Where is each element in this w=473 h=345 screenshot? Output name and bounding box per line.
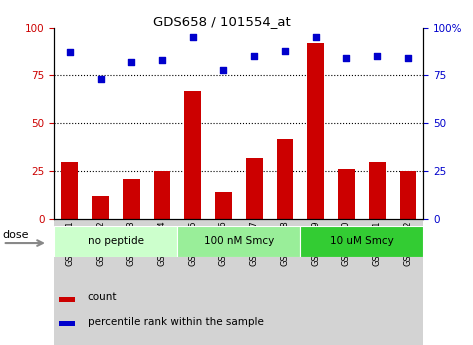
Bar	[61, 161, 78, 219]
Bar	[60, 297, 75, 302]
Point	[128, 59, 135, 65]
Bar	[92, 196, 109, 219]
Point	[158, 57, 166, 63]
Point	[312, 34, 320, 40]
Bar	[215, 192, 232, 219]
Text: percentile rank within the sample: percentile rank within the sample	[88, 317, 263, 326]
Point	[404, 56, 412, 61]
Point	[219, 67, 227, 72]
Point	[66, 50, 74, 55]
Text: dose: dose	[3, 230, 29, 240]
Text: 100 nM Smcy: 100 nM Smcy	[204, 237, 274, 246]
Point	[374, 53, 381, 59]
Bar	[277, 139, 293, 219]
Bar	[123, 179, 140, 219]
Text: no peptide: no peptide	[88, 237, 144, 246]
Bar	[154, 171, 170, 219]
Bar	[184, 91, 201, 219]
Bar	[307, 43, 324, 219]
Point	[96, 77, 104, 82]
Point	[342, 56, 350, 61]
Bar	[400, 171, 416, 219]
Bar	[246, 158, 263, 219]
Bar	[300, 226, 423, 257]
Bar	[338, 169, 355, 219]
Point	[281, 48, 289, 53]
Text: GDS658 / 101554_at: GDS658 / 101554_at	[153, 16, 291, 29]
Bar	[369, 161, 385, 219]
Point	[189, 34, 197, 40]
Point	[251, 53, 258, 59]
Bar	[54, 226, 177, 257]
Text: 10 uM Smcy: 10 uM Smcy	[330, 237, 394, 246]
Bar	[177, 226, 300, 257]
Bar	[60, 322, 75, 326]
Text: count: count	[88, 293, 117, 302]
